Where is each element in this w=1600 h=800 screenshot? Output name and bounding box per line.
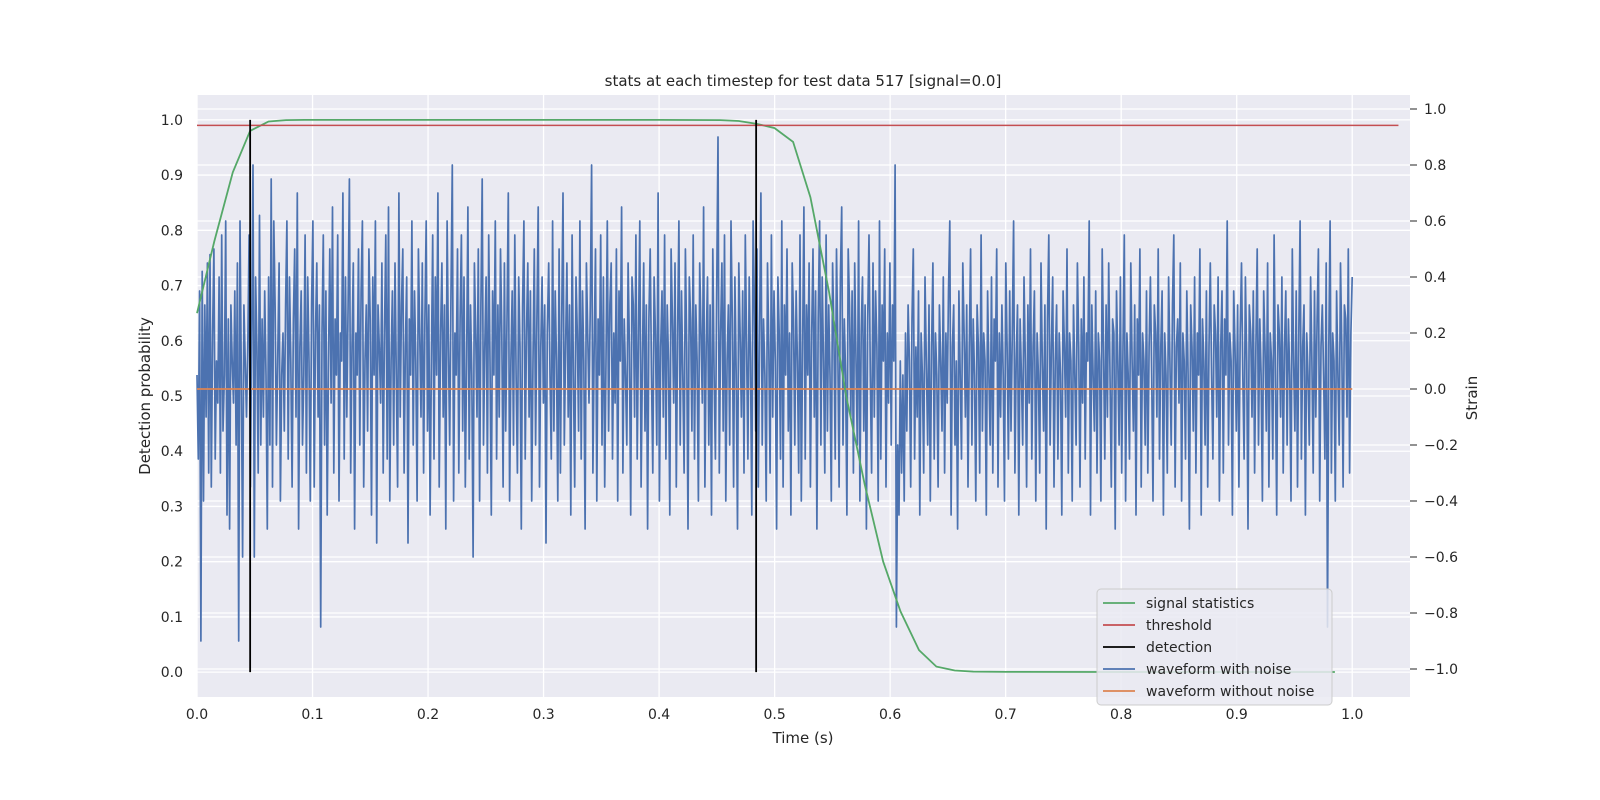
x-tick-label: 0.2	[417, 707, 439, 723]
y-tick-label: 0.9	[161, 168, 183, 184]
y2-tick-label: −1.0	[1424, 662, 1458, 678]
y-tick-label: 0.6	[161, 334, 183, 350]
y-axis-label: Detection probability	[136, 317, 154, 475]
x-tick-label: 0.0	[186, 707, 208, 723]
y2-tick-label: 0.0	[1424, 382, 1446, 398]
x-tick-label: 0.4	[648, 707, 670, 723]
legend-label-waveform-with-noise: waveform with noise	[1146, 662, 1291, 678]
y2-tick-label: 0.4	[1424, 270, 1446, 286]
y-tick-label: 0.4	[161, 444, 183, 460]
legend-box	[1096, 588, 1333, 706]
y-tick-label: 1.0	[161, 113, 183, 129]
x-axis-label: Time (s)	[772, 729, 834, 747]
x-tick-label: 1.0	[1341, 707, 1363, 723]
y2-tick-label: −0.8	[1424, 606, 1458, 622]
x-tick-label: 0.5	[763, 707, 785, 723]
y-tick-label: 0.2	[161, 555, 183, 571]
y-tick-label: 0.8	[161, 223, 183, 239]
y-axis-left: 0.0 0.1 0.2 0.3 0.4 0.5 0.6 0.7 0.8 0.9 1.0	[161, 113, 183, 681]
legend: signal statistics threshold detection wa…	[1096, 588, 1333, 706]
series-waveform-with-noise	[196, 136, 1354, 642]
y2-tick-label: −0.6	[1424, 550, 1458, 566]
legend-label-signal-statistics: signal statistics	[1146, 596, 1254, 612]
x-tick-label: 0.7	[995, 707, 1017, 723]
y2-tick-label: −0.4	[1424, 494, 1458, 510]
y2-tick-label: 0.6	[1424, 214, 1446, 230]
y-tick-label: 0.3	[161, 499, 183, 515]
y-tick-label: 0.1	[161, 610, 183, 626]
y-tick-label: 0.7	[161, 279, 183, 295]
y2-tick-label: −0.2	[1424, 438, 1458, 454]
series-signal-statistics	[196, 119, 1335, 673]
y2-tick-label: 1.0	[1424, 102, 1446, 118]
x-tick-label: 0.3	[532, 707, 554, 723]
legend-label-threshold: threshold	[1146, 618, 1212, 634]
y-tick-label: 0.5	[161, 389, 183, 405]
x-tick-label: 0.1	[301, 707, 323, 723]
y-axis-right: −1.0 −0.8 −0.6 −0.4 −0.2 0.0 0.2 0.4 0.6 0.8 1.0	[1410, 102, 1458, 678]
x-tick-label: 0.8	[1110, 707, 1132, 723]
legend-label-detection: detection	[1146, 640, 1212, 656]
y-tick-label: 0.0	[161, 665, 183, 681]
y2-tick-label: 0.8	[1424, 158, 1446, 174]
legend-label-waveform-without-noise: waveform without noise	[1146, 684, 1314, 700]
x-axis: 0.0 0.1 0.2 0.3 0.4 0.5 0.6 0.7 0.8 0.9 1.0	[186, 707, 1364, 723]
x-tick-label: 0.6	[879, 707, 901, 723]
series-layer	[196, 119, 1399, 673]
chart-title: stats at each timestep for test data 517…	[605, 72, 1002, 90]
x-tick-label: 0.9	[1226, 707, 1248, 723]
y2-tick-label: 0.2	[1424, 326, 1446, 342]
y2-axis-label: Strain	[1463, 376, 1481, 420]
